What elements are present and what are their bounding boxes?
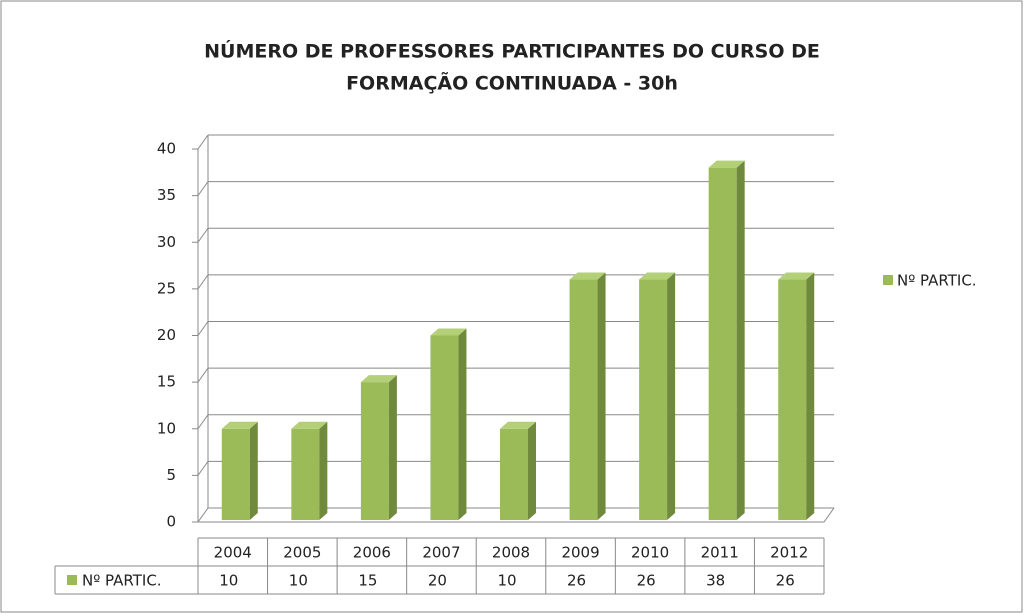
- bar: [639, 279, 668, 520]
- bar: [360, 382, 389, 520]
- bar-side: [249, 421, 258, 520]
- legend-swatch: [883, 275, 893, 285]
- grid-line: [197, 507, 209, 523]
- bar-side: [806, 272, 815, 520]
- table-value: 15: [358, 572, 377, 590]
- bar: [221, 428, 250, 520]
- table-series-name: Nº PARTIC.: [82, 572, 162, 590]
- bar: [500, 428, 528, 520]
- bar-side: [736, 160, 745, 520]
- table-value: 10: [219, 572, 238, 590]
- table-value: 38: [706, 572, 725, 590]
- table-value: 26: [776, 572, 795, 590]
- grid-line: [197, 321, 209, 336]
- bar-side: [667, 272, 676, 520]
- bar-top: [360, 375, 397, 383]
- table-value: 26: [637, 572, 656, 590]
- bar: [291, 428, 320, 520]
- bar-top: [430, 328, 467, 336]
- x-tick-label: 2012: [770, 544, 808, 562]
- bar-side: [319, 421, 328, 520]
- y-tick-label: 15: [157, 373, 176, 391]
- x-tick-label: 2006: [353, 544, 391, 562]
- bar-top: [708, 160, 745, 168]
- bar: [708, 167, 737, 520]
- grid-line: [197, 134, 209, 150]
- floor: [198, 507, 835, 523]
- x-tick-label: 2011: [701, 544, 739, 562]
- grid-line: [197, 227, 209, 243]
- x-tick-label: 2005: [283, 544, 321, 562]
- y-tick-label: 20: [157, 326, 176, 344]
- bar-top: [778, 272, 815, 280]
- x-tick-label: 2008: [492, 544, 530, 562]
- y-tick-label: 10: [157, 419, 176, 437]
- bar-top: [291, 421, 328, 429]
- bar: [430, 335, 459, 520]
- table-value: 26: [567, 572, 586, 590]
- table-value: 10: [289, 572, 308, 590]
- legend-swatch: [67, 575, 77, 585]
- table-value: 10: [497, 572, 516, 590]
- bar-top: [569, 272, 606, 280]
- x-tick-label: 2004: [214, 544, 252, 562]
- y-tick-label: 30: [157, 233, 176, 251]
- bar-top: [221, 421, 258, 429]
- grid-line: [197, 181, 209, 196]
- y-tick-label: 40: [157, 140, 176, 158]
- y-tick-label: 0: [166, 513, 176, 531]
- bar-top: [639, 272, 676, 280]
- bar-side: [528, 421, 536, 520]
- grid-line: [197, 367, 209, 383]
- bar: [569, 279, 598, 520]
- x-tick-label: 2009: [561, 544, 599, 562]
- chart-title: FORMAÇÃO CONTINUADA - 30h: [346, 71, 678, 95]
- chart-title: NÚMERO DE PROFESSORES PARTICIPANTES DO C…: [204, 39, 820, 63]
- bar-side: [388, 375, 397, 520]
- y-tick-label: 25: [157, 279, 176, 297]
- bar-side: [597, 272, 606, 520]
- bar-side: [458, 328, 467, 520]
- bar: [778, 279, 807, 520]
- table-value: 20: [428, 572, 447, 590]
- y-tick-label: 35: [157, 186, 176, 204]
- bar-top: [500, 421, 536, 429]
- grid-line: [197, 461, 209, 476]
- x-tick-label: 2010: [631, 544, 669, 562]
- x-tick-label: 2007: [422, 544, 460, 562]
- y-tick-label: 5: [166, 466, 176, 484]
- legend-label: Nº PARTIC.: [897, 272, 977, 290]
- grid-line: [197, 414, 209, 430]
- grid-line: [197, 274, 209, 290]
